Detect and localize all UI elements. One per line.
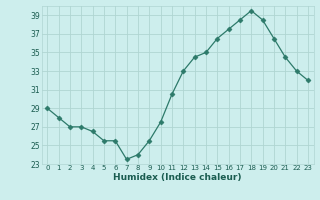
X-axis label: Humidex (Indice chaleur): Humidex (Indice chaleur): [113, 173, 242, 182]
